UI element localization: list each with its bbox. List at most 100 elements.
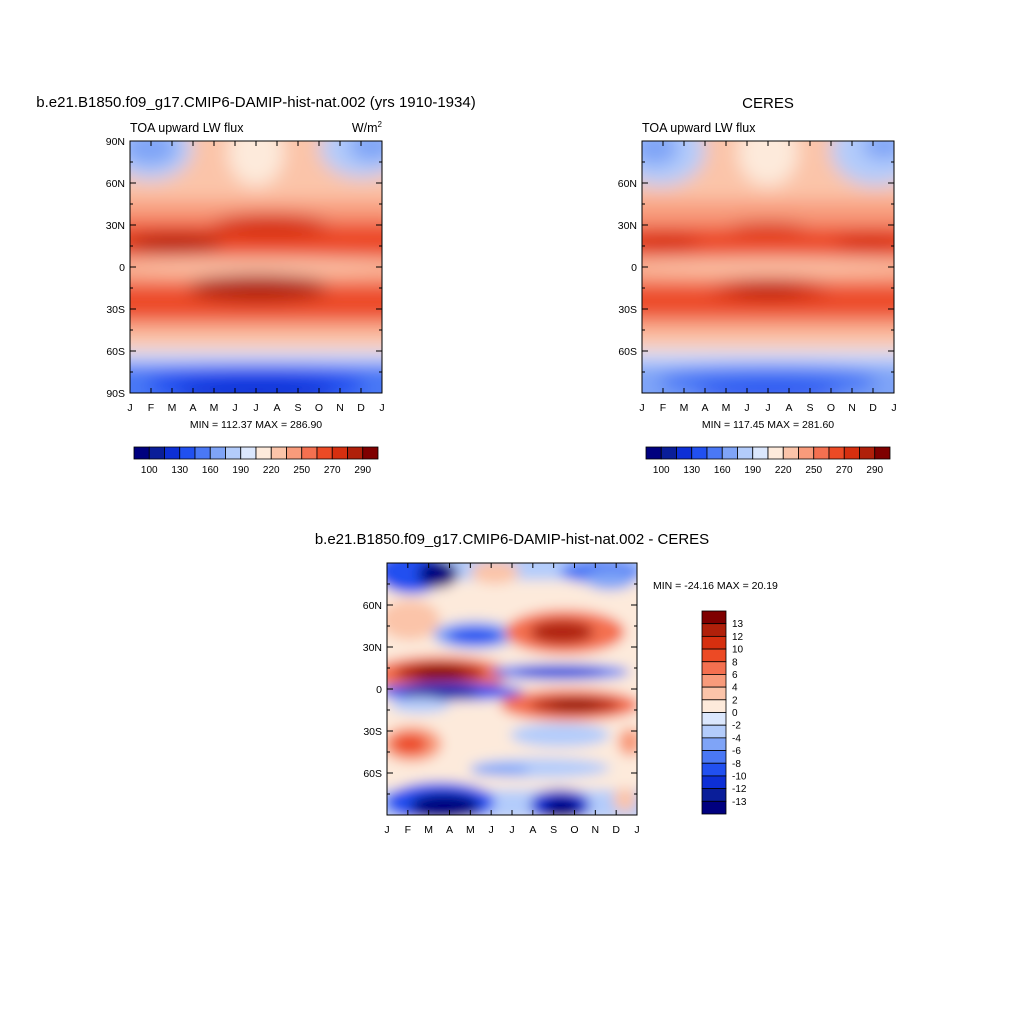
panel-ceres-subtitle: TOA upward LW flux <box>642 121 756 135</box>
x-tick-label: A <box>189 402 196 414</box>
colorbar-box <box>209 446 226 460</box>
panel-model-stats: MIN = 112.37 MAX = 286.90 <box>190 419 322 431</box>
y-tick-label: 90S <box>106 388 125 400</box>
x-tick-label: D <box>869 402 877 414</box>
colorbar-label: 10 <box>732 645 744 656</box>
colorbar-box <box>737 446 754 460</box>
y-tick-label: 0 <box>631 262 637 274</box>
colorbar-box <box>194 446 211 460</box>
panel-ceres-colorbar: 100 130 160 190 220 250 270 290 <box>645 446 891 476</box>
colorbar-label: 6 <box>732 670 738 681</box>
colorbar-box <box>767 446 784 460</box>
colorbar-label: -4 <box>732 733 741 744</box>
colorbar-label: 270 <box>836 465 853 476</box>
x-tick-label: J <box>634 824 639 836</box>
y-tick-label: 60N <box>363 600 382 612</box>
x-tick-label: F <box>660 402 666 414</box>
colorbar-box <box>701 724 727 739</box>
panel-model: b.e21.B1850.f09_g17.CMIP6-DAMIP-hist-nat… <box>36 94 475 476</box>
x-tick-label: J <box>765 402 770 414</box>
x-tick-label: S <box>806 402 813 414</box>
x-tick-label: O <box>315 402 323 414</box>
x-tick-label: A <box>446 824 453 836</box>
y-tick-label: 30S <box>618 304 637 316</box>
colorbar-box <box>660 446 677 460</box>
colorbar-box <box>301 446 318 460</box>
colorbar-box <box>255 446 272 460</box>
y-tick-label: 60S <box>363 768 382 780</box>
x-tick-label: M <box>466 824 475 836</box>
colorbar-box <box>701 661 727 675</box>
colorbar-box <box>133 446 150 460</box>
colorbar-box <box>676 446 693 460</box>
colorbar-box <box>701 775 727 790</box>
colorbar-label: -10 <box>732 771 747 782</box>
colorbar-box <box>798 446 815 460</box>
colorbar-label: 160 <box>202 465 219 476</box>
colorbar-label: 250 <box>293 465 310 476</box>
colorbar-box <box>859 446 876 460</box>
x-tick-label: J <box>127 402 132 414</box>
x-tick-label: D <box>357 402 365 414</box>
y-tick-label: 60N <box>106 178 125 190</box>
x-tick-label: M <box>168 402 177 414</box>
colorbar-box <box>701 610 727 625</box>
colorbar-box <box>701 699 727 713</box>
colorbar-label: -13 <box>732 797 747 808</box>
colorbar-label: 0 <box>732 708 738 719</box>
colorbar-label: 2 <box>732 695 738 706</box>
colorbar-box <box>148 446 165 460</box>
colorbar-label: 220 <box>263 465 280 476</box>
x-tick-label: O <box>570 824 578 836</box>
colorbar-box <box>701 788 727 802</box>
x-tick-label: M <box>722 402 731 414</box>
y-tick-label: 60N <box>618 178 637 190</box>
colorbar-box <box>347 446 364 460</box>
y-tick-label: 30N <box>363 642 382 654</box>
panel-difference-stats: MIN = -24.16 MAX = 20.19 <box>653 580 778 592</box>
y-tick-label: 0 <box>376 684 382 696</box>
y-tick-label: 90N <box>106 136 125 148</box>
colorbar-box <box>701 750 727 764</box>
x-tick-label: J <box>253 402 258 414</box>
x-tick-label: A <box>701 402 708 414</box>
x-tick-label: A <box>785 402 792 414</box>
panel-ceres-stats: MIN = 117.45 MAX = 281.60 <box>702 419 834 431</box>
x-tick-label: S <box>550 824 557 836</box>
colorbar-box <box>225 446 242 460</box>
colorbar-box <box>240 446 257 460</box>
colorbar-box <box>701 686 727 701</box>
colorbar-label: 100 <box>141 465 158 476</box>
x-tick-label: A <box>273 402 280 414</box>
colorbar-label: 8 <box>732 657 738 668</box>
colorbar-label: 12 <box>732 632 744 643</box>
colorbar-label: 4 <box>732 683 738 694</box>
x-tick-label: A <box>529 824 536 836</box>
colorbar-box <box>752 446 769 460</box>
colorbar-label: 270 <box>324 465 341 476</box>
x-tick-label: F <box>148 402 154 414</box>
panel-model-subtitle: TOA upward LW flux <box>130 121 244 135</box>
colorbar-box <box>721 446 738 460</box>
colorbar-box <box>701 674 727 688</box>
colorbar-box <box>270 446 287 460</box>
y-tick-label: 30N <box>618 220 637 232</box>
colorbar-label: 130 <box>171 465 188 476</box>
panel-difference: b.e21.B1850.f09_g17.CMIP6-DAMIP-hist-nat… <box>315 531 778 836</box>
colorbar-label: -2 <box>732 721 741 732</box>
colorbar-label: 130 <box>683 465 700 476</box>
panel-model-colorbar: 100 130 160 190 220 250 270 290 <box>133 446 379 476</box>
x-tick-label: M <box>210 402 219 414</box>
panel-ceres: CERES TOA upward LW flux <box>618 95 897 476</box>
panel-model-field <box>130 141 382 393</box>
panel-difference-field <box>387 563 637 815</box>
colorbar-label: 220 <box>775 465 792 476</box>
colorbar-box <box>874 446 891 460</box>
colorbar-box <box>316 446 333 460</box>
colorbar-box <box>828 446 845 460</box>
x-tick-label: J <box>891 402 896 414</box>
x-tick-label: M <box>680 402 689 414</box>
x-tick-label: J <box>232 402 237 414</box>
